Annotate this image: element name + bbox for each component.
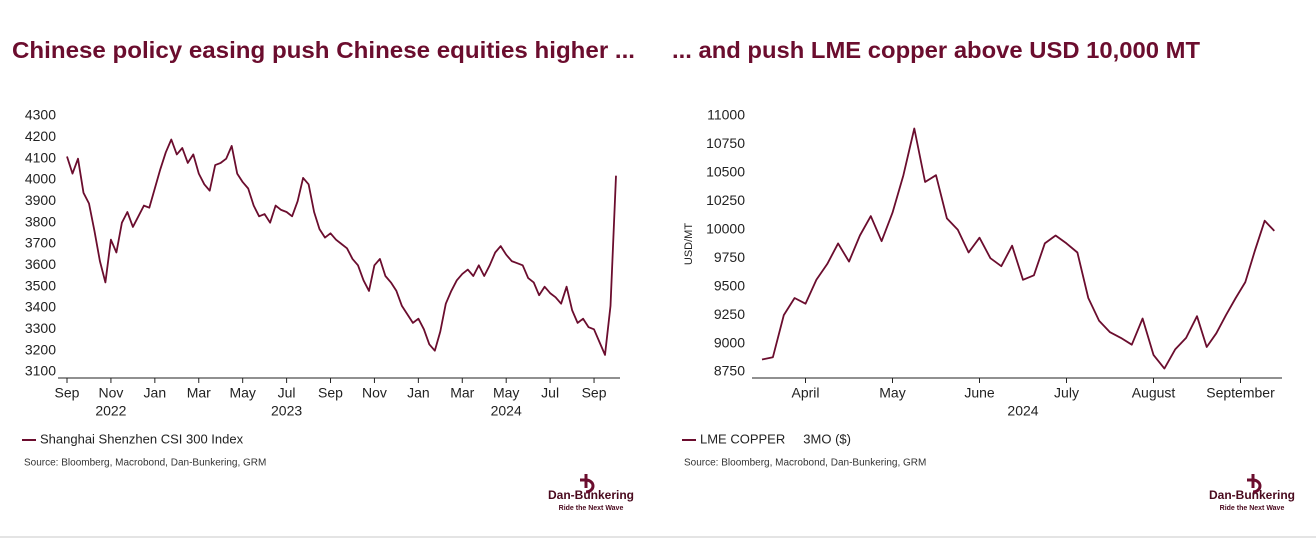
y-tick-label: 3800: [25, 213, 56, 229]
x-tick-label: June: [964, 385, 995, 401]
y-tick-label: 10500: [706, 164, 745, 180]
source-note: Source: Bloomberg, Macrobond, Dan-Bunker…: [684, 458, 926, 469]
y-tick-label: 10750: [706, 135, 745, 151]
logo-icon: [580, 474, 595, 494]
y-tick-label: 10000: [706, 220, 745, 236]
x-tick-label: Mar: [450, 385, 474, 401]
y-tick-label: 8750: [714, 363, 745, 379]
brand-tagline: Ride the Next Wave: [1220, 505, 1285, 512]
x-year-label: 2024: [491, 403, 522, 419]
x-tick-label: Jan: [144, 385, 167, 401]
y-tick-label: 11000: [707, 107, 745, 123]
y-tick-label: 3600: [25, 256, 56, 272]
brand-name: Dan-Bunkering: [1209, 488, 1295, 502]
x-tick-label: September: [1206, 385, 1275, 401]
x-year-label: 2022: [95, 403, 126, 419]
x-tick-label: April: [791, 385, 819, 401]
logo-icon: [1247, 474, 1262, 494]
y-axis-title: USD/MT: [683, 223, 695, 265]
x-tick-label: August: [1132, 385, 1176, 401]
y-tick-label: 4000: [25, 171, 56, 187]
y-tick-label: 4300: [25, 107, 56, 123]
x-tick-label: Jul: [541, 385, 559, 401]
y-tick-label: 3700: [25, 235, 56, 251]
y-tick-label: 3200: [25, 341, 56, 357]
y-tick-label: 3500: [25, 277, 56, 293]
chart-title: ... and push LME copper above USD 10,000…: [672, 37, 1200, 63]
y-tick-label: 10250: [706, 192, 745, 208]
data-line: [761, 127, 1275, 370]
x-tick-label: Sep: [582, 385, 607, 401]
legend-label: Shanghai Shenzhen CSI 300 Index: [40, 431, 244, 446]
y-tick-label: 9000: [714, 334, 745, 350]
x-tick-label: May: [229, 385, 255, 401]
y-tick-label: 3300: [25, 320, 56, 336]
y-tick-label: 9250: [714, 306, 745, 322]
x-tick-label: July: [1054, 385, 1079, 401]
x-tick-label: Sep: [55, 385, 80, 401]
source-note: Source: Bloomberg, Macrobond, Dan-Bunker…: [24, 458, 266, 469]
x-tick-label: Nov: [98, 385, 123, 401]
brand-tagline: Ride the Next Wave: [559, 505, 624, 512]
x-tick-label: Nov: [362, 385, 387, 401]
y-tick-label: 9750: [714, 249, 745, 265]
x-tick-label: Jan: [407, 385, 430, 401]
logo: Dan-Bunkering Ride the Next Wave: [548, 474, 634, 512]
logo: Dan-Bunkering Ride the Next Wave: [1209, 474, 1295, 512]
y-tick-label: 3100: [25, 363, 56, 379]
x-year-label: 2023: [271, 403, 302, 419]
x-year-label: 2024: [1007, 403, 1038, 419]
chart-title: Chinese policy easing push Chinese equit…: [12, 37, 635, 63]
y-tick-label: 4100: [25, 149, 56, 165]
y-tick-label: 9500: [714, 277, 745, 293]
x-tick-label: Sep: [318, 385, 343, 401]
y-tick-label: 3400: [25, 299, 56, 315]
legend-label: LME COPPER 3MO ($): [700, 431, 851, 446]
x-tick-label: May: [493, 385, 519, 401]
brand-name: Dan-Bunkering: [548, 488, 634, 502]
y-tick-label: 3900: [25, 192, 56, 208]
data-line: [66, 138, 617, 356]
x-tick-label: May: [879, 385, 905, 401]
x-tick-label: Jul: [278, 385, 296, 401]
x-tick-label: Mar: [187, 385, 211, 401]
y-tick-label: 4200: [25, 128, 56, 144]
